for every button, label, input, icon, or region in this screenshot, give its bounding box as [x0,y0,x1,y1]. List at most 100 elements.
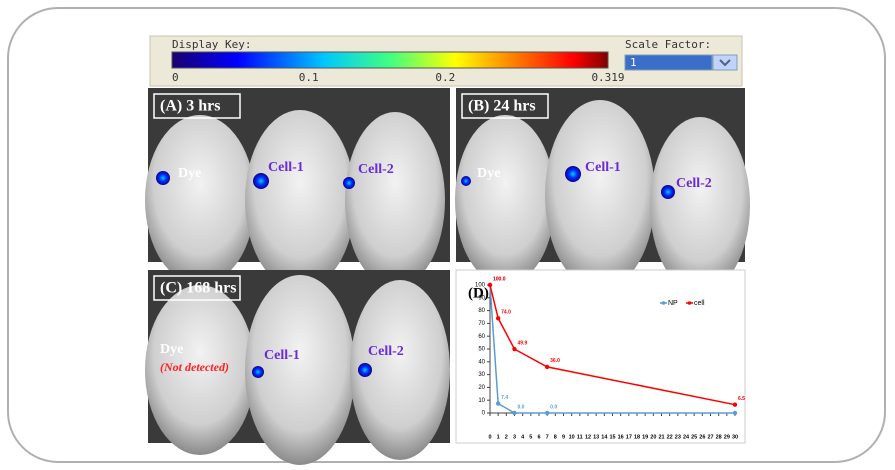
y-tick-label: 90 [478,295,485,301]
x-tick-label: 9 [562,434,565,440]
x-tick-label: 20 [650,434,656,440]
mouse [545,100,655,290]
x-tick-label: 21 [658,434,664,440]
value-label: 74.0 [501,310,511,316]
value-label: 0.0 [518,404,525,410]
x-tick-label: 16 [618,434,624,440]
x-tick-label: 11 [577,434,583,440]
x-tick-label: 23 [675,434,681,440]
panel-label: (B) 24 hrs [468,98,536,115]
annotation: Cell-1 [585,160,621,175]
value-label: 6.5 [738,396,745,402]
y-tick-label: 20 [478,385,485,391]
point [545,365,549,369]
y-tick-label: 100 [475,283,486,289]
color-bar-tick-label: 0.319 [591,71,624,84]
x-tick-label: 7 [546,434,549,440]
scale-factor-field[interactable] [625,55,712,70]
signal [461,176,471,186]
point [512,411,516,415]
signal [343,177,355,189]
x-tick-label: 29 [724,434,730,440]
color-bar-tick-label: 0.2 [435,71,455,84]
x-tick-label: 1 [497,434,500,440]
point [496,316,500,320]
mouse [455,115,555,285]
signal [661,185,675,199]
x-tick-label: 18 [634,434,640,440]
mouse [145,115,255,285]
y-tick-label: 30 [478,372,485,378]
x-tick-label: 25 [691,434,697,440]
annotation: Dye [477,166,500,181]
annotation: Cell-1 [264,348,300,363]
legend-label: cell [694,300,705,307]
x-tick-label: 5 [529,434,532,440]
y-tick-label: 40 [478,359,485,365]
signal [156,171,170,185]
x-tick-label: 30 [732,434,738,440]
value-label: 36.0 [550,358,560,364]
point [545,411,549,415]
panel-label: (A) 3 hrs [160,98,220,115]
value-label: 100.0 [493,276,506,282]
legend-marker [688,301,692,305]
annotation: Cell-2 [368,344,404,359]
point [733,411,737,415]
x-tick-label: 2 [505,434,508,440]
x-tick-label: 13 [593,434,599,440]
legend-label: NP [668,300,678,307]
x-tick-label: 6 [537,434,540,440]
x-tick-label: 15 [609,434,615,440]
signal [565,166,581,182]
y-tick-label: 60 [478,334,485,340]
signal [253,173,269,189]
x-tick-label: 17 [626,434,632,440]
annotation: (Not detected) [160,360,229,374]
y-tick-label: 50 [478,347,485,353]
mouse [345,112,445,288]
mouse [245,110,355,290]
x-tick-label: 8 [554,434,557,440]
x-tick-label: 12 [585,434,591,440]
value-label: 49.9 [518,340,528,346]
signal [358,363,372,377]
x-tick-label: 26 [699,434,705,440]
x-tick-label: 3 [513,434,516,440]
x-tick-label: 27 [707,434,713,440]
scale-factor-label: Scale Factor: [625,38,711,51]
mouse [650,117,750,293]
x-tick-label: 19 [642,434,648,440]
y-tick-label: 10 [478,398,485,404]
x-tick-label: 28 [716,434,722,440]
signal [252,366,264,378]
x-tick-label: 14 [601,434,608,440]
panel-label: (C) 168 hrs [160,280,236,297]
x-tick-label: 22 [667,434,673,440]
y-tick-label: 70 [478,321,485,327]
color-bar-tick-label: 0 [172,71,179,84]
point [512,347,516,351]
annotation: Cell-2 [676,176,712,191]
point [733,402,737,406]
scale-factor-value: 1 [630,56,637,69]
legend-marker [662,301,666,305]
value-label: 0.0 [550,404,557,410]
chart-panel [456,270,745,443]
x-tick-label: 24 [683,434,690,440]
dropdown-button[interactable] [713,55,737,70]
annotation: Cell-1 [268,160,304,175]
figure: Display Key: 00.10.20.319 Scale Factor: … [0,0,895,470]
color-bar [172,52,608,68]
value-label: 7.4 [501,395,508,401]
annotation: Dye [160,342,183,357]
point [496,401,500,405]
annotation: Cell-2 [358,162,394,177]
annotation: Dye [178,166,201,181]
display-key-title: Display Key: [172,38,251,51]
x-tick-label: 10 [569,434,575,440]
point [488,283,492,287]
color-bar-tick-label: 0.1 [299,71,319,84]
y-tick-label: 80 [478,308,485,314]
x-tick-label: 0 [488,434,491,440]
